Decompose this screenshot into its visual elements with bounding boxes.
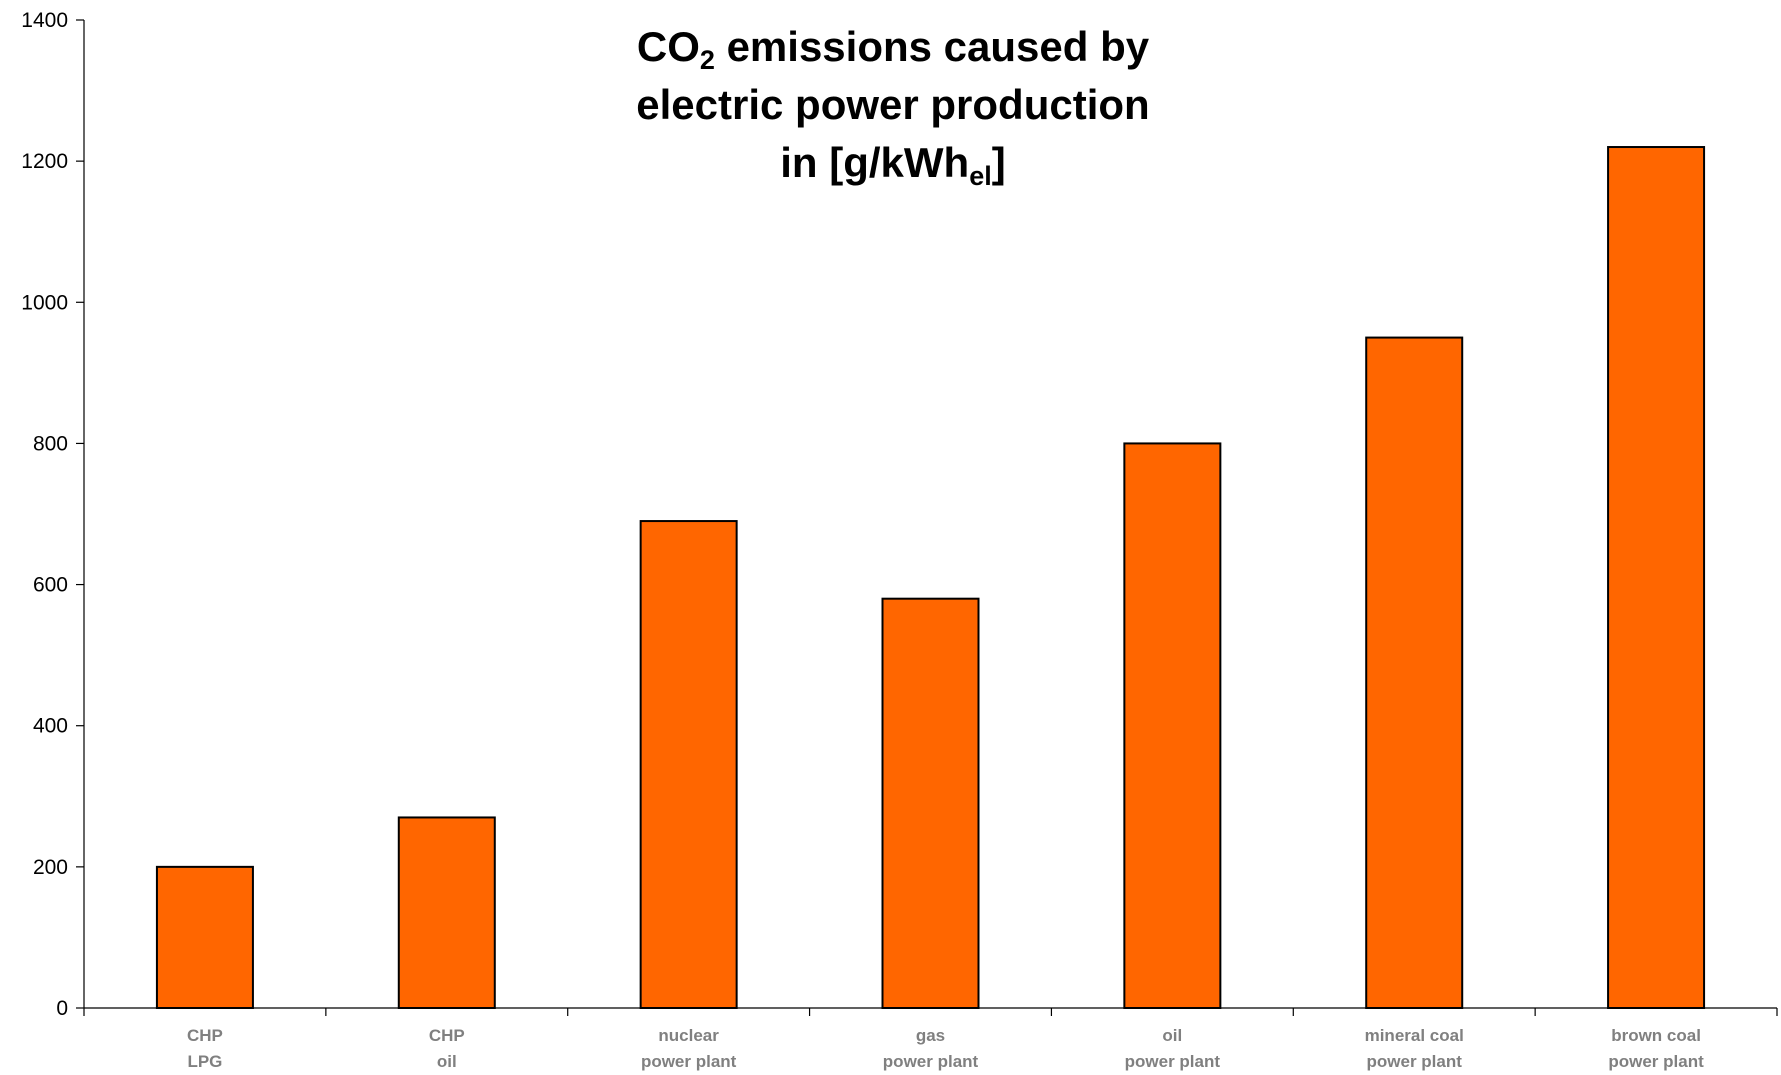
x-tick-label: brown coal power plant — [1608, 1026, 1704, 1071]
y-axis: 0 200 400 600 800 1000 1200 1400 — [21, 9, 85, 1020]
y-tick-label: 0 — [56, 997, 68, 1020]
x-axis: CHP LPG CHP oil nuclear power plant gas power p… — [83, 1007, 1778, 1071]
chart-title: CO2 emissions caused by electric power pr… — [636, 23, 1149, 191]
bar — [1123, 442, 1222, 1009]
bar — [397, 816, 496, 1010]
y-tick-label: 400 — [33, 715, 68, 738]
x-tick-label: CHP oil — [429, 1026, 465, 1071]
y-tick-label: 1000 — [21, 291, 68, 314]
x-tick-label: CHP LPG — [187, 1026, 223, 1071]
y-tick-label: 800 — [33, 432, 68, 455]
x-tick-label: mineral coal power plant — [1365, 1026, 1464, 1071]
x-tick-label: nuclear power plant — [641, 1026, 737, 1071]
y-tick-label: 600 — [33, 574, 68, 597]
bar — [639, 520, 738, 1009]
bar — [881, 597, 980, 1010]
chart-title-line: in [g/kWhel] — [780, 139, 1006, 191]
bar-series — [155, 146, 1706, 1010]
bar — [1607, 146, 1706, 1009]
y-tick-label: 1400 — [21, 9, 68, 32]
x-tick-label: oil power plant — [1125, 1026, 1221, 1071]
bar — [1365, 336, 1464, 1010]
y-tick-label: 1200 — [21, 150, 68, 173]
y-tick-label: 200 — [33, 856, 68, 879]
bar — [155, 865, 254, 1009]
chart-title-line: electric power production — [636, 81, 1149, 128]
x-tick-label: gas power plant — [883, 1026, 979, 1071]
chart-title-line: CO2 emissions caused by — [637, 23, 1150, 75]
